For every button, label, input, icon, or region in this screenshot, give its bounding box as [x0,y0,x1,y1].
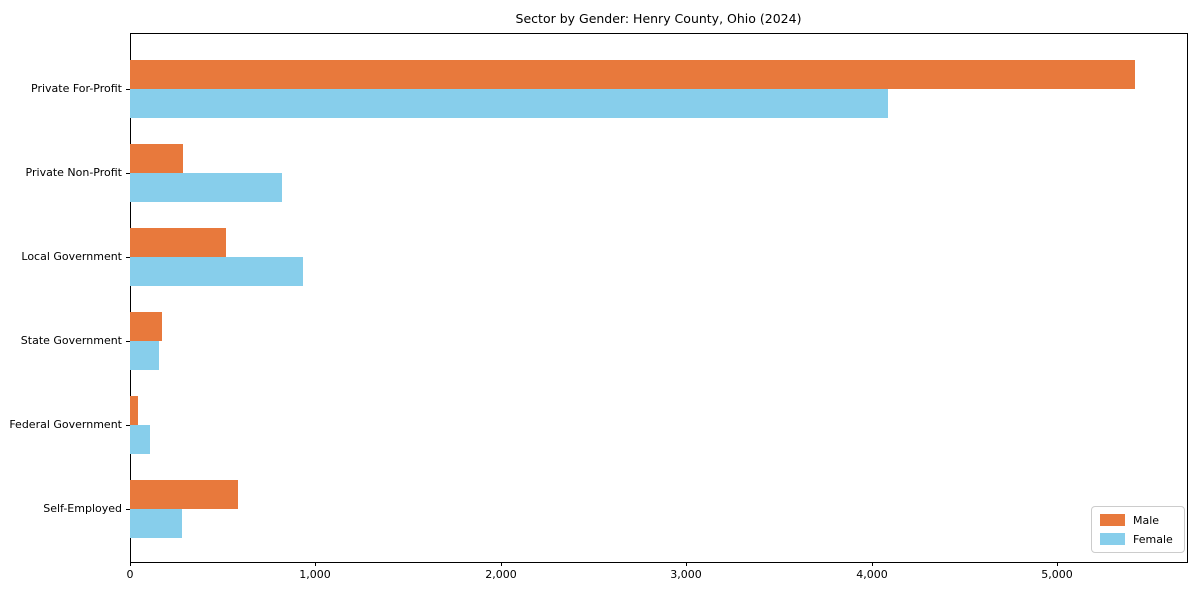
y-tick-mark [126,509,130,510]
x-tick-mark [315,562,316,566]
legend-swatch-male [1100,514,1125,526]
y-axis-label-private-for-profit: Private For-Profit [31,82,122,95]
x-tick-mark [686,562,687,566]
legend-label-male: Male [1133,513,1160,527]
y-tick-mark [126,89,130,90]
legend-label-female: Female [1133,532,1173,546]
legend-entry-male: Male [1100,514,1176,527]
bar-male-local-government [130,228,226,257]
bar-female-private-for-profit [130,89,888,118]
chart-title: Sector by Gender: Henry County, Ohio (20… [515,11,802,26]
x-tick-label-2000: 2,000 [485,568,517,581]
y-axis-label-local-government: Local Government [21,250,122,263]
y-tick-mark [126,341,130,342]
x-tick-label-3000: 3,000 [670,568,702,581]
x-tick-label-4000: 4,000 [856,568,888,581]
bar-male-private-for-profit [130,60,1135,89]
bar-female-self-employed [130,509,182,538]
legend-entry-female: Female [1100,533,1176,546]
y-tick-mark [126,257,130,258]
x-tick-mark [130,562,131,566]
y-axis-label-state-government: State Government [20,334,122,347]
x-tick-label-1000: 1,000 [299,568,331,581]
bar-male-private-non-profit [130,144,183,173]
y-axis-label-federal-government: Federal Government [9,418,122,431]
bar-male-federal-government [130,396,138,425]
y-tick-mark [126,425,130,426]
x-tick-label-5000: 5,000 [1041,568,1073,581]
bar-female-state-government [130,341,159,370]
bar-male-self-employed [130,480,238,509]
x-tick-label-0: 0 [126,568,134,581]
legend-swatch-female [1100,533,1125,545]
y-axis-label-self-employed: Self-Employed [43,502,122,515]
plot-area [130,33,1188,563]
bar-female-local-government [130,257,303,286]
legend: Male Female [1091,506,1185,553]
x-tick-mark [1057,562,1058,566]
bar-male-state-government [130,312,162,341]
bar-female-private-non-profit [130,173,282,202]
x-tick-mark [872,562,873,566]
bar-female-federal-government [130,425,150,454]
x-tick-mark [501,562,502,566]
y-axis-label-private-non-profit: Private Non-Profit [25,166,122,179]
y-tick-mark [126,173,130,174]
